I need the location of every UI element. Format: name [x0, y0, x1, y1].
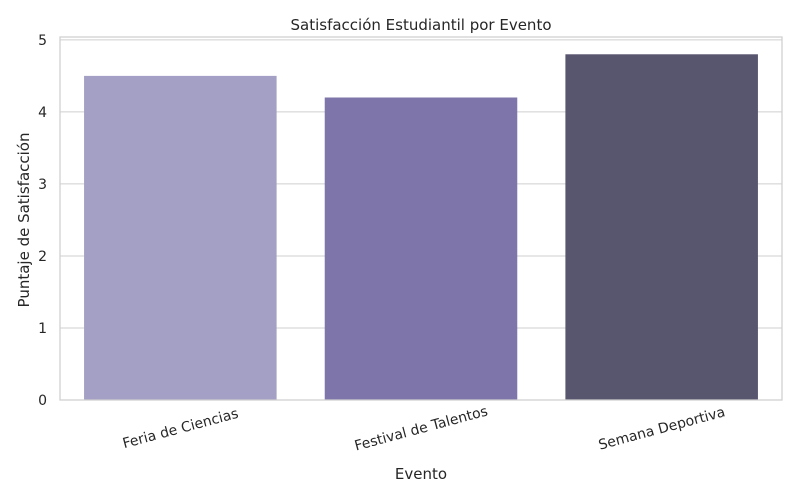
bar: [324, 97, 518, 400]
plot-frame: [59, 36, 783, 401]
y-tick-label: 4: [38, 105, 47, 121]
chart-title: Satisfacción Estudiantil por Evento: [291, 16, 552, 34]
x-tick-label: Feria de Ciencias: [121, 406, 240, 452]
bars: [84, 54, 758, 401]
y-tick-label: 5: [38, 33, 47, 49]
y-axis-label: Puntaje de Satisfacción: [15, 133, 33, 308]
x-tick-labels: Feria de Ciencias Festival de Talentos Sem…: [121, 403, 727, 454]
y-tick-label: 2: [38, 249, 47, 265]
x-tick-label: Semana Deportiva: [597, 404, 727, 453]
y-tick-label: 0: [38, 393, 47, 409]
bar: [565, 54, 758, 401]
y-tick-label: 3: [38, 177, 47, 193]
x-axis-label: Evento: [395, 465, 447, 483]
y-tick-label: 1: [38, 321, 47, 337]
bar: [84, 75, 277, 401]
y-tick-labels: 0 1 2 3 4 5: [38, 33, 47, 409]
x-tick-label: Festival de Talentos: [353, 403, 490, 454]
